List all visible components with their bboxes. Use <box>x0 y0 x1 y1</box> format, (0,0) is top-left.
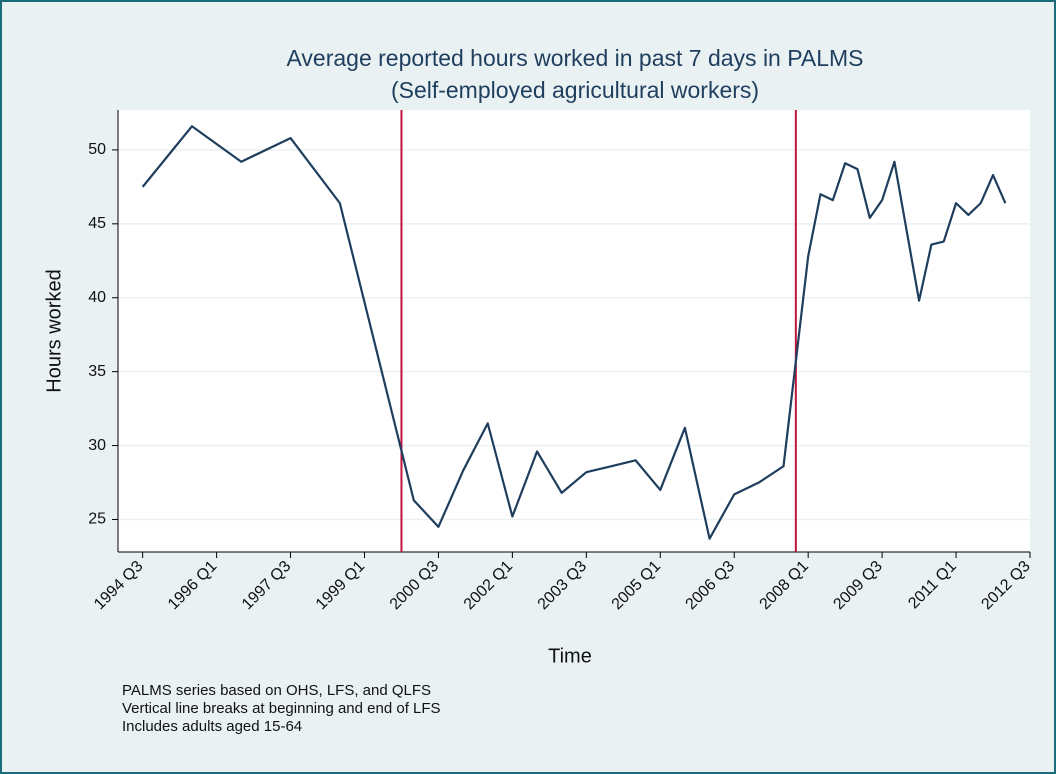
y-tick-label: 30 <box>88 437 106 454</box>
note: PALMS series based on OHS, LFS, and QLFS <box>122 682 431 699</box>
y-tick-label: 25 <box>88 511 106 528</box>
chart-title: Average reported hours worked in past 7 … <box>286 45 863 71</box>
y-tick-label: 35 <box>88 363 106 380</box>
plot-area <box>118 110 1030 552</box>
line <box>141 125 1007 540</box>
y-tick-label: 40 <box>88 289 106 306</box>
chart-subtitle: (Self-employed agricultural workers) <box>391 77 759 103</box>
note: Vertical line breaks at beginning and en… <box>122 700 441 717</box>
y-tick-label: 45 <box>88 215 106 232</box>
x-axis-title: Time <box>548 645 592 667</box>
y-axis-title: Hours worked <box>43 269 65 392</box>
y-tick-label: 50 <box>88 141 106 158</box>
note: Includes adults aged 15-64 <box>122 718 302 735</box>
